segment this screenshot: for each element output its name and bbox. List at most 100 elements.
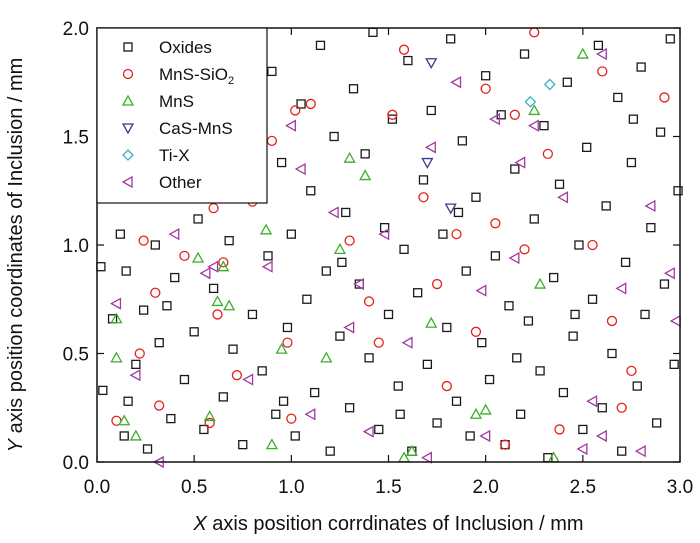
data-point <box>321 266 331 276</box>
data-point <box>398 44 410 55</box>
data-point <box>353 277 365 291</box>
data-point <box>294 162 306 176</box>
y-tick-label: 1.5 <box>63 128 89 149</box>
y-axis-title: Y axis position coordinates of Inclusion… <box>5 58 27 453</box>
data-point <box>179 374 190 385</box>
data-point <box>189 327 199 337</box>
data-point <box>616 402 627 413</box>
data-point <box>179 250 190 262</box>
data-point <box>327 206 339 219</box>
data-point <box>444 203 457 215</box>
data-point <box>286 413 297 424</box>
y-tick-label: 0.5 <box>63 345 89 366</box>
data-point <box>421 157 434 169</box>
legend-marker <box>122 149 134 161</box>
data-point <box>558 387 569 398</box>
data-point <box>457 136 467 146</box>
data-point <box>224 236 234 246</box>
data-point <box>134 348 145 359</box>
data-point <box>576 442 588 456</box>
data-point <box>286 229 296 239</box>
data-point <box>607 348 617 359</box>
data-point <box>123 396 133 406</box>
data-point <box>587 294 598 304</box>
legend: Oxides MnS-SiO2 MnS CaS-MnS Ti-X Other <box>96 27 268 204</box>
data-point <box>401 336 413 349</box>
data-point <box>620 257 631 268</box>
data-point <box>218 392 228 402</box>
legend-label: Oxides <box>159 38 212 57</box>
data-point <box>282 322 293 333</box>
x-axis-title-text: axis position corrdinates of Inclusion /… <box>207 513 584 535</box>
data-point <box>634 445 646 458</box>
data-point <box>373 337 384 348</box>
data-point <box>121 266 131 276</box>
data-point <box>615 282 627 295</box>
data-point <box>451 396 462 406</box>
data-point <box>231 370 243 381</box>
data-point <box>523 316 534 326</box>
legend-label: CaS-MnS <box>159 119 233 138</box>
data-point <box>582 142 592 153</box>
series-0 <box>96 27 683 463</box>
data-point <box>399 244 409 254</box>
data-point <box>170 272 180 283</box>
data-point <box>302 294 312 304</box>
data-point <box>595 429 607 443</box>
legend-label: Other <box>159 173 202 192</box>
data-point <box>204 417 215 429</box>
data-point <box>626 365 637 377</box>
data-point <box>359 169 372 181</box>
data-point <box>228 344 238 354</box>
data-point <box>150 287 161 298</box>
data-point <box>471 192 481 202</box>
data-point <box>387 114 398 124</box>
legend-label: Ti-X <box>159 146 190 165</box>
data-point <box>405 444 418 456</box>
data-point <box>208 283 219 294</box>
data-point <box>211 295 224 307</box>
data-point <box>451 228 462 240</box>
data-point <box>343 151 356 163</box>
data-point <box>617 446 627 456</box>
data-point <box>333 243 347 254</box>
data-point <box>138 235 149 246</box>
data-point <box>207 260 219 273</box>
data-point <box>403 55 413 66</box>
series-2 <box>110 47 589 463</box>
data-point <box>442 322 452 333</box>
data-point <box>489 113 501 126</box>
data-point <box>110 351 123 363</box>
data-point <box>168 228 180 241</box>
data-point <box>626 157 637 168</box>
data-point <box>154 337 164 348</box>
data-point <box>343 321 355 334</box>
data-point <box>96 262 106 272</box>
legend-marker <box>123 42 133 52</box>
data-point <box>337 257 347 268</box>
data-point <box>142 444 153 454</box>
data-point <box>477 337 487 348</box>
data-point <box>118 414 131 426</box>
data-point <box>426 105 436 116</box>
data-point <box>632 381 642 391</box>
data-point <box>257 366 267 376</box>
legend-marker <box>121 175 133 189</box>
legend-item: MnS <box>121 92 194 111</box>
data-point <box>162 301 172 311</box>
data-point <box>542 148 554 160</box>
data-point <box>568 331 578 341</box>
data-point <box>597 66 608 77</box>
data-point <box>481 71 491 81</box>
y-axis-title-text: axis position coordinates of Inclusion /… <box>5 58 27 439</box>
data-point <box>479 403 492 415</box>
data-point <box>499 439 511 450</box>
data-point <box>320 351 333 363</box>
x-tick-label: 0.0 <box>84 477 110 498</box>
data-point <box>576 47 589 59</box>
legend-label: MnS-SiO2 <box>159 65 234 87</box>
x-tick-label: 2.5 <box>570 477 596 498</box>
legend-marker <box>121 123 135 135</box>
data-point <box>395 409 405 419</box>
data-point <box>344 403 355 413</box>
